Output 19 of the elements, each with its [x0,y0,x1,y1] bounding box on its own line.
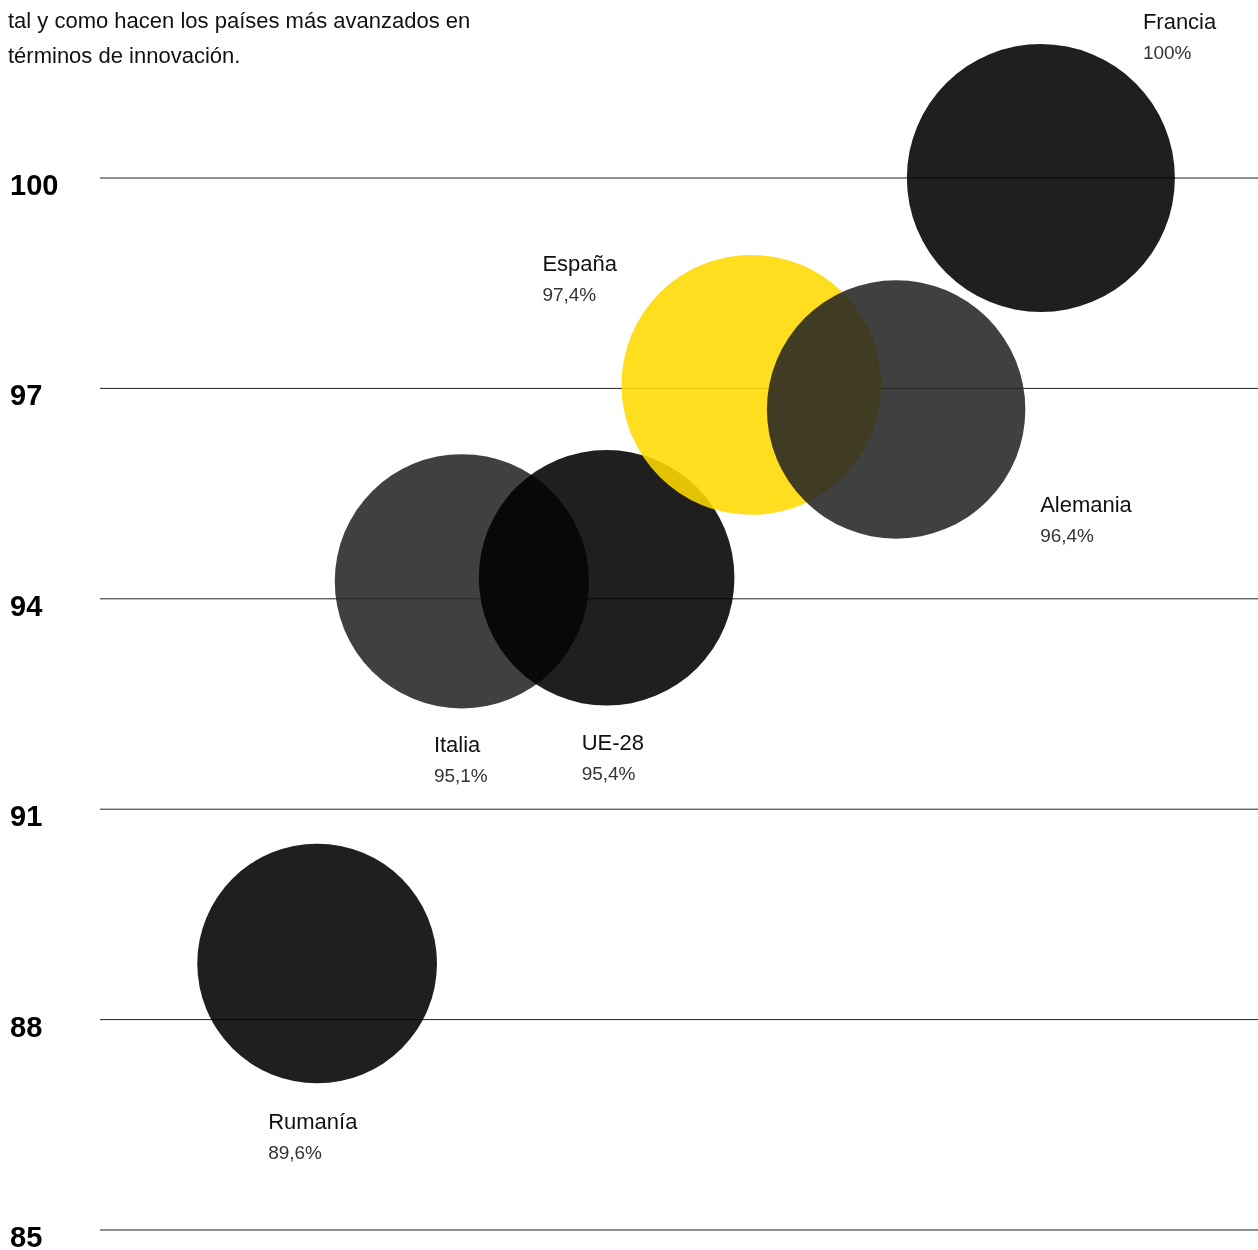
text: 100% [1142,42,1192,63]
annotation: 89,6% [268,1142,323,1164]
series-label: Italia [433,732,482,758]
annotation: 96,4% [1040,525,1095,547]
series-label: España [542,250,618,276]
y-tick-label: 100 [10,169,59,201]
chart-title: tal y como hacen los países más avanzados en términos de innovación. [8,8,471,68]
series-label: Rumanía [268,1109,359,1135]
series-label: Alemania [1040,492,1133,518]
annotation: 95,4% [581,762,636,784]
y-tick-label: 97 [10,379,43,412]
y-tick-label: 91 [10,800,43,833]
series-label: Francia [1142,9,1217,34]
annotation: 95,1% [433,765,488,787]
y-tick-label: 88 [10,1010,43,1043]
series-label: UE-28 [581,729,644,755]
annotation: 97,4% [542,283,597,305]
y-tick-label: 85 [10,1221,43,1250]
y-tick-label: 94 [10,589,43,622]
